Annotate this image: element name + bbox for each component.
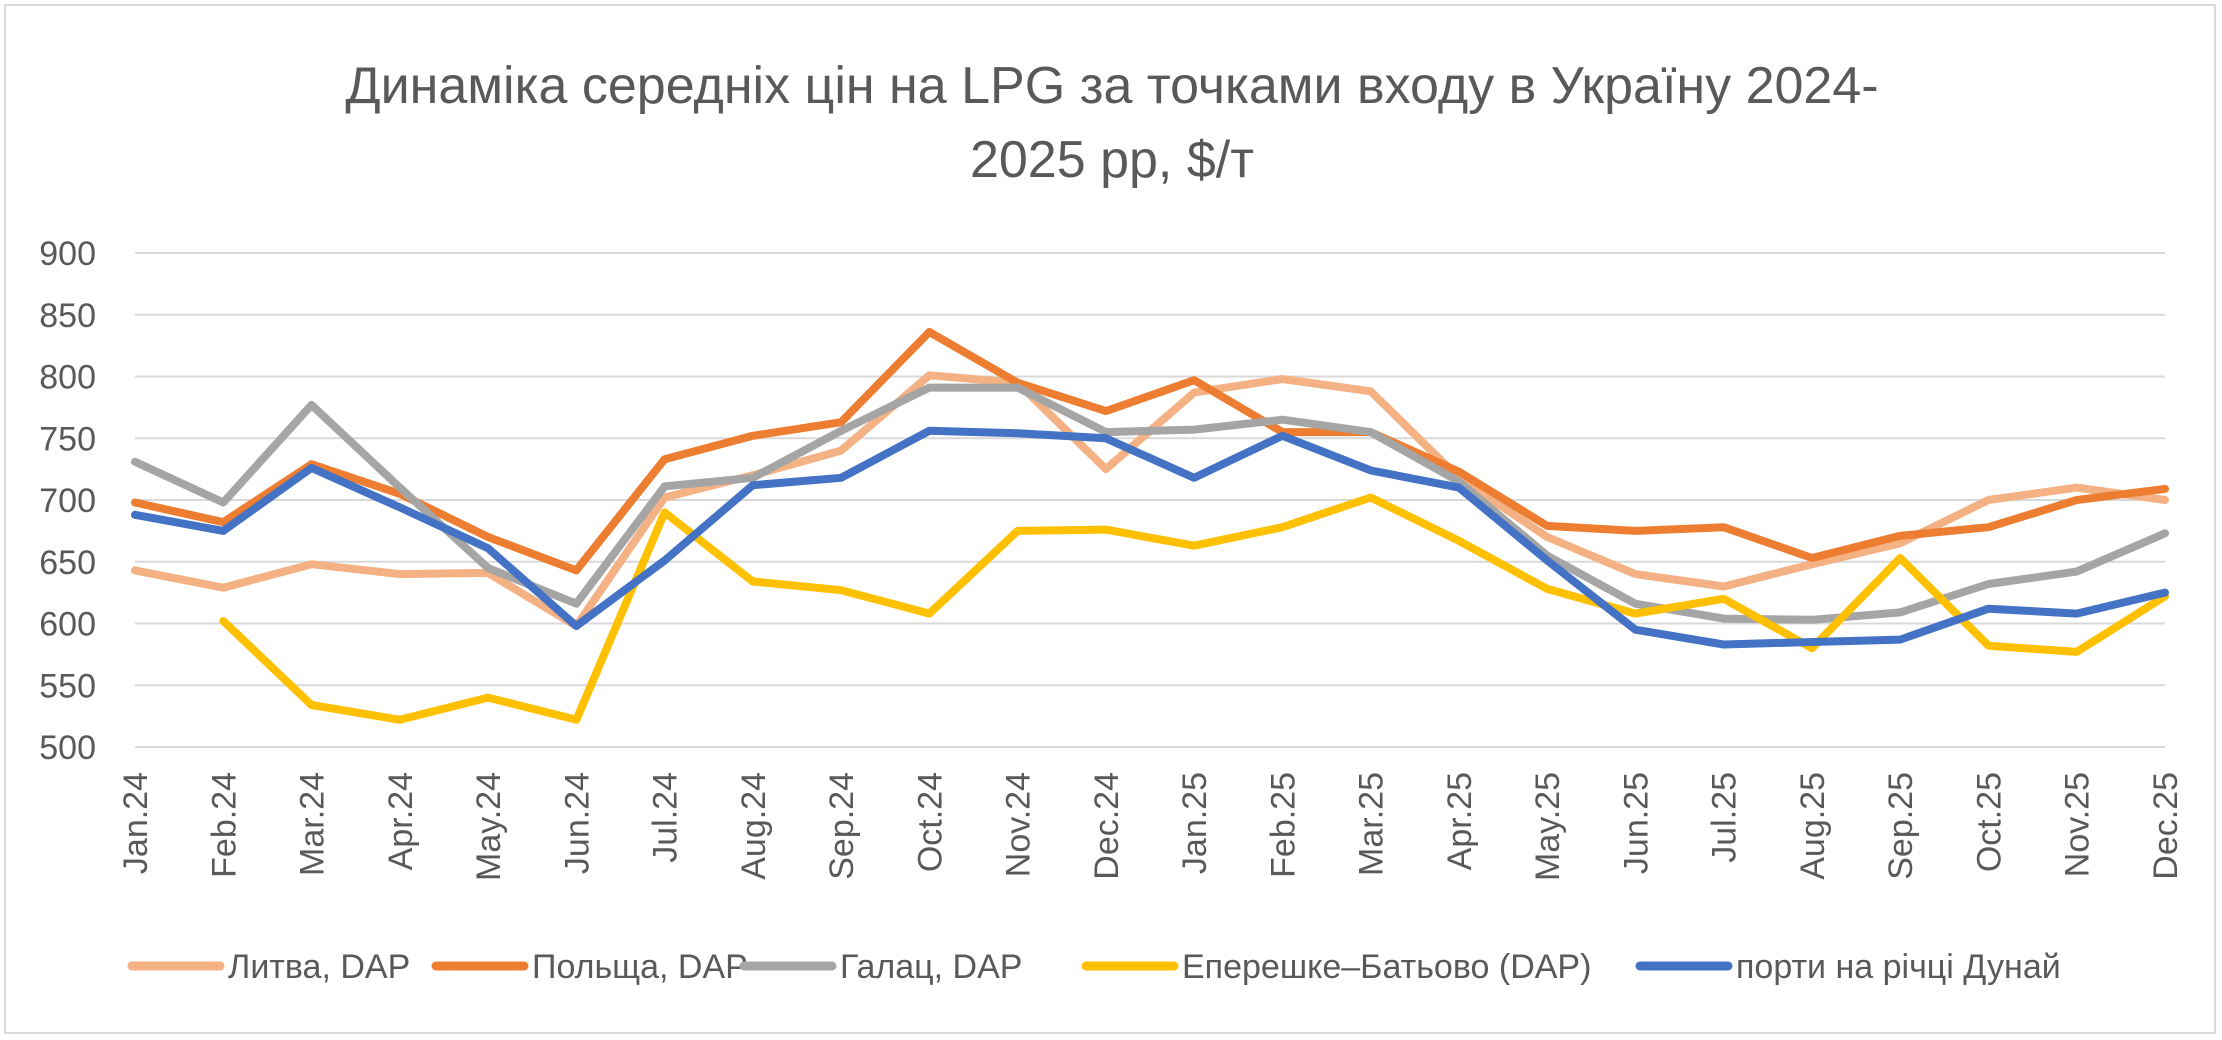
legend-label-2: Польща, DAP [532,948,748,986]
x-tick-label: Mar.25 [1353,772,1391,876]
x-tick-label: Jan.24 [117,772,155,874]
chart-title-line-1: Динаміка середніх цін на LPG за точками … [345,57,1878,115]
y-tick-label: 650 [39,544,96,582]
x-axis: Jan.24 Feb.24 Mar.24 Apr.24 May.24 Jun.24 Jul.… [117,772,2185,881]
x-tick-label: Jul.24 [647,772,685,863]
x-tick-label: Aug.25 [1794,772,1832,880]
x-tick-label: Nov.25 [2059,772,2097,877]
chart-title-line-2: 2025 рр, $/т [970,131,1254,189]
series-line-3 [131,383,2169,624]
x-tick-label: Sep.24 [823,772,861,880]
x-tick-label: Aug.24 [735,772,773,880]
x-tick-label: Mar.24 [294,772,332,876]
chart-frame [4,4,2216,1034]
legend-label-5: порти на річці Дунай [1736,948,2061,986]
x-tick-label: Oct.24 [911,772,949,872]
x-tick-label: Jun.24 [558,772,596,874]
y-axis: 500 550 600 650 700 750 800 850 900 [39,235,96,767]
y-tick-label: 850 [39,297,96,335]
gridlines [135,252,2165,748]
x-tick-label: May.24 [470,772,508,881]
legend-label-4: Еперешке–Батьово (DAP) [1182,948,1591,986]
chart-title: Динаміка середніх цін на LPG за точками … [345,57,1878,189]
x-tick-label: Apr.24 [382,772,420,870]
series-line-2 [131,328,2169,575]
x-tick-label: Oct.25 [1970,772,2008,872]
x-tick-label: Feb.24 [205,772,243,878]
legend: Литва, DAP Польща, DAP Галац, DAP Еперешке–… [127,948,2061,986]
x-tick-label: Feb.25 [1264,772,1302,878]
x-tick-label: Dec.24 [1088,772,1126,880]
y-tick-label: 700 [39,482,96,520]
x-tick-label: Jan.25 [1176,772,1214,874]
legend-label-1: Литва, DAP [228,948,410,986]
y-tick-label: 500 [39,729,96,767]
y-tick-label: 750 [39,420,96,458]
x-tick-label: Nov.24 [1000,772,1038,877]
legend-label-3: Галац, DAP [840,948,1022,986]
y-tick-label: 900 [39,235,96,273]
x-tick-label: Jun.25 [1617,772,1655,874]
x-tick-label: Apr.25 [1441,772,1479,870]
x-tick-label: Jul.25 [1706,772,1744,863]
y-tick-label: 550 [39,667,96,705]
series-lines [131,328,2169,724]
y-tick-label: 600 [39,606,96,644]
series-line-5 [131,426,2169,649]
x-tick-label: Sep.25 [1882,772,1920,880]
x-tick-label: Dec.25 [2147,772,2185,880]
y-tick-label: 800 [39,359,96,397]
series-line-4 [219,493,2169,724]
x-tick-label: May.25 [1529,772,1567,881]
